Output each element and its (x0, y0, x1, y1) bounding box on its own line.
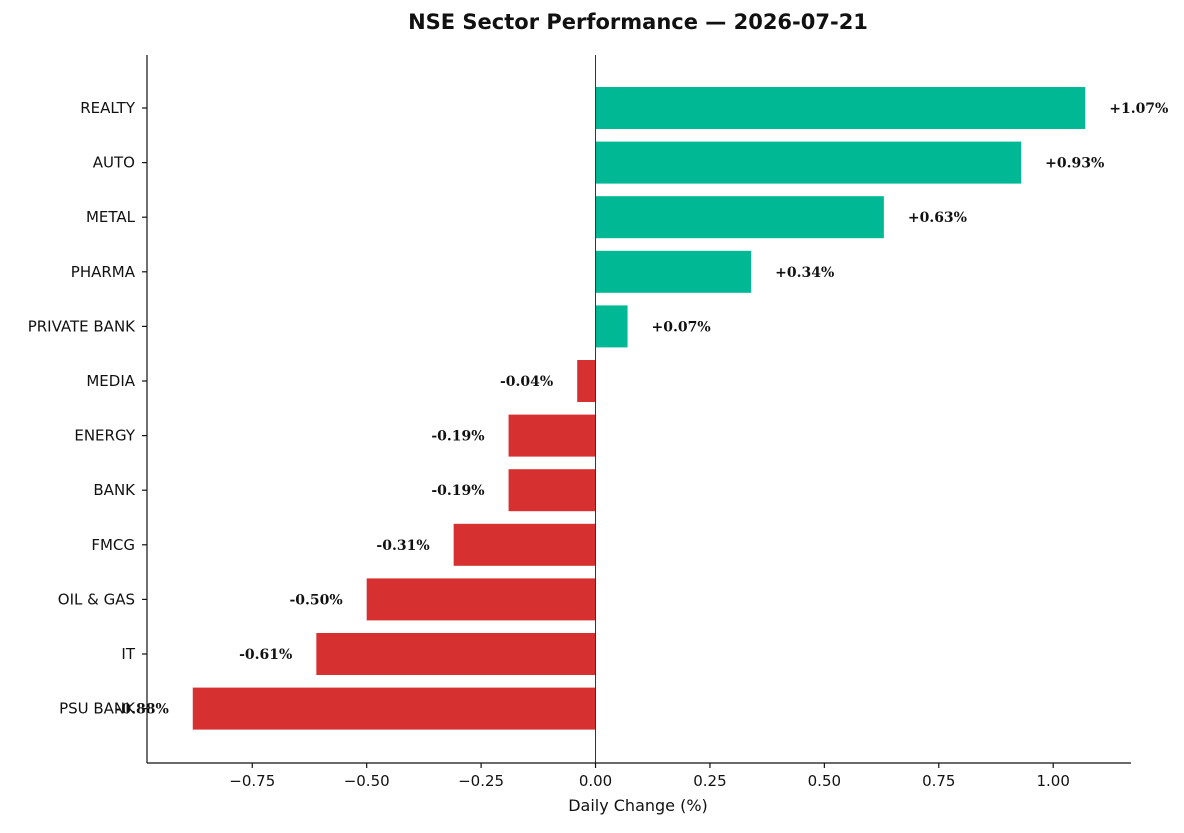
x-tick-label: 0.50 (808, 772, 841, 790)
y-tick-label: MEDIA (86, 372, 135, 390)
x-tick-label: 0.25 (693, 772, 726, 790)
data-label: +0.63% (908, 210, 967, 226)
bar (508, 469, 596, 512)
axes-layer: REALTY AUTO METAL PHARMA PRIVATE BANK MEDIA EN… (28, 55, 1131, 790)
bar (316, 633, 596, 675)
bar (577, 360, 596, 402)
y-tick-label: BANK (93, 481, 136, 499)
data-label: -0.31% (376, 538, 429, 554)
data-label: -0.19% (431, 483, 484, 499)
data-label: +0.93% (1045, 156, 1104, 172)
bar (192, 687, 596, 730)
bar (508, 414, 596, 457)
data-label: -0.61% (239, 647, 292, 663)
chart-title: NSE Sector Performance — 2026-07-21 (408, 10, 868, 34)
x-tick-label: −0.50 (344, 772, 390, 790)
data-label: -0.19% (431, 429, 484, 445)
bar (595, 305, 628, 348)
bars-layer: +1.07% +0.93% +0.63% +0.34% +0.07% -0.04% -0.1… (116, 87, 1168, 730)
bar (595, 87, 1086, 129)
data-label: +0.34% (775, 265, 834, 281)
bar (595, 250, 752, 293)
data-label: +0.07% (652, 319, 711, 335)
x-tick-label: 0.75 (922, 772, 955, 790)
bar (366, 578, 596, 621)
x-tick-label: −0.75 (229, 772, 275, 790)
bar (595, 196, 884, 239)
x-axis-label: Daily Change (%) (568, 796, 708, 815)
bar (453, 523, 596, 566)
data-label: -0.50% (289, 592, 342, 608)
y-tick-label: METAL (86, 208, 136, 226)
y-tick-label: PHARMA (71, 263, 136, 281)
x-tick-label: 0.00 (579, 772, 612, 790)
x-tick-label: −0.25 (458, 772, 504, 790)
y-tick-label: REALTY (80, 99, 136, 117)
data-label: +1.07% (1109, 101, 1168, 117)
y-tick-label: PRIVATE BANK (28, 317, 136, 335)
y-tick-label: AUTO (93, 154, 135, 172)
data-label: -0.88% (116, 702, 169, 718)
bar (595, 141, 1022, 184)
y-tick-label: IT (121, 645, 135, 663)
x-tick-label: 1.00 (1036, 772, 1069, 790)
y-tick-label: ENERGY (74, 427, 135, 445)
y-tick-label: PSU BANK (59, 700, 136, 718)
y-tick-label: FMCG (91, 536, 135, 554)
data-label: -0.04% (500, 374, 553, 390)
y-tick-label: OIL & GAS (58, 590, 135, 608)
